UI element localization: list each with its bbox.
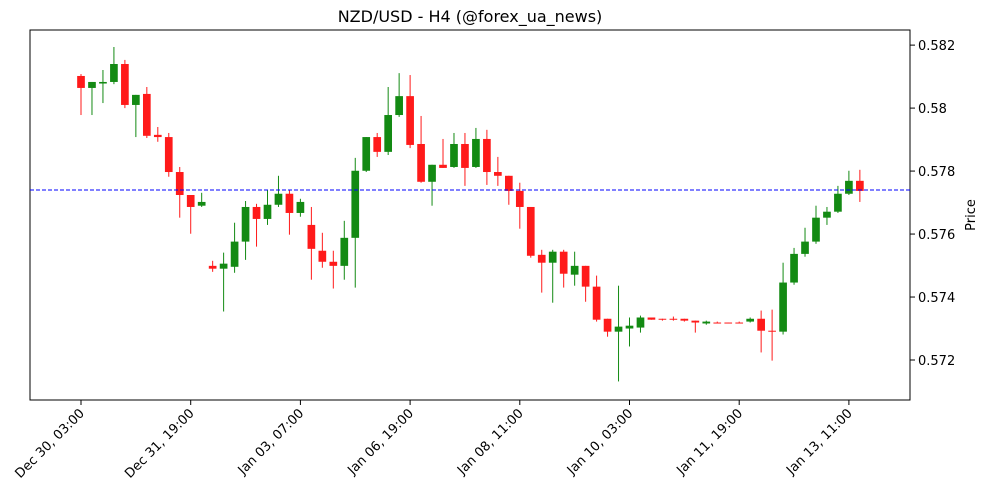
y-tick-label: 0.58 xyxy=(918,102,947,117)
y-tick-label: 0.582 xyxy=(918,39,955,54)
x-tick-label: Dec 30, 03:00 xyxy=(12,406,87,481)
candle-body xyxy=(856,180,864,191)
candle-body xyxy=(406,96,414,145)
candle-body xyxy=(472,138,480,167)
candle-body xyxy=(702,321,711,324)
candle-body xyxy=(658,318,667,320)
candle-body xyxy=(735,322,744,324)
candle-body xyxy=(340,237,349,266)
candle-body xyxy=(329,261,338,266)
candle-body xyxy=(526,206,535,256)
candle-body xyxy=(230,241,239,267)
candle-body xyxy=(581,265,590,287)
candle-body xyxy=(318,250,327,262)
x-tick-label: Jan 08, 11:00 xyxy=(454,406,526,478)
candle-body xyxy=(175,172,184,196)
candle-body xyxy=(121,64,129,105)
candle-body xyxy=(614,326,623,332)
x-tick-label: Jan 13, 11:00 xyxy=(783,406,855,478)
candle-body xyxy=(823,211,831,218)
candle-body xyxy=(208,265,217,269)
y-tick-label: 0.574 xyxy=(918,291,955,306)
candle-body xyxy=(285,193,294,213)
y-tick-label: 0.578 xyxy=(918,165,955,180)
candle-body xyxy=(845,180,853,194)
candle-body xyxy=(274,193,283,205)
candle-body xyxy=(439,164,447,168)
candle-body xyxy=(691,320,700,323)
candle-body xyxy=(77,75,85,88)
candle-body xyxy=(790,253,798,283)
candle-body xyxy=(801,241,809,254)
candle-body xyxy=(834,193,842,212)
candle-body xyxy=(461,143,469,168)
candle-body xyxy=(537,254,546,263)
candle-body xyxy=(483,138,491,173)
candle-body xyxy=(241,206,250,242)
candle-body xyxy=(504,175,513,191)
candle-body xyxy=(252,206,261,219)
y-tick-label: 0.572 xyxy=(918,354,955,369)
candle-body xyxy=(636,317,645,328)
candle-body xyxy=(263,204,272,219)
x-tick-label: Jan 03, 07:00 xyxy=(235,406,307,478)
candle-body xyxy=(603,318,612,332)
candle-body xyxy=(384,115,393,152)
candle-body xyxy=(153,134,162,138)
candle-body xyxy=(570,265,579,275)
candle-body xyxy=(713,322,722,324)
candle-body xyxy=(110,64,118,82)
candle-body xyxy=(307,224,316,249)
x-tick-label: Jan 11, 19:00 xyxy=(674,406,746,478)
candle-body xyxy=(428,164,436,182)
candle-body xyxy=(450,143,458,167)
candle-body xyxy=(142,93,151,136)
candle-body xyxy=(680,318,689,321)
candle-body xyxy=(779,282,787,332)
candle-body xyxy=(417,143,425,182)
plot-frame xyxy=(29,29,911,401)
x-tick-label: Dec 31, 19:00 xyxy=(122,406,197,481)
candle-body xyxy=(494,172,502,176)
candle-body xyxy=(548,251,557,263)
candle-body xyxy=(768,330,776,332)
candle-body xyxy=(197,201,206,206)
candle-body xyxy=(625,325,634,329)
candle-body xyxy=(515,190,524,207)
candle-body xyxy=(186,195,195,207)
x-tick-label: Jan 10, 03:00 xyxy=(564,406,636,478)
candle-body xyxy=(592,286,601,320)
chart-title: NZD/USD - H4 (@forex_ua_news) xyxy=(338,7,603,27)
x-tick-label: Jan 06, 19:00 xyxy=(344,406,416,478)
candle-body xyxy=(757,318,765,331)
candle-body xyxy=(164,137,173,173)
candle-body xyxy=(362,137,371,171)
candle-body xyxy=(746,318,755,322)
candle-body xyxy=(647,317,656,320)
candle-body xyxy=(99,81,107,84)
candle-body xyxy=(669,318,678,320)
candle-body xyxy=(812,217,820,242)
candle-body xyxy=(724,322,733,324)
candle-body xyxy=(559,251,568,274)
candle-body xyxy=(219,263,228,269)
candle-body xyxy=(132,94,140,105)
candle-body xyxy=(351,170,360,238)
candle-body xyxy=(88,81,96,88)
candle-body xyxy=(373,137,382,152)
candle-body xyxy=(296,201,305,213)
y-tick-label: 0.576 xyxy=(918,228,955,243)
candle-body xyxy=(395,96,403,116)
y-axis-label: Price xyxy=(964,199,979,231)
